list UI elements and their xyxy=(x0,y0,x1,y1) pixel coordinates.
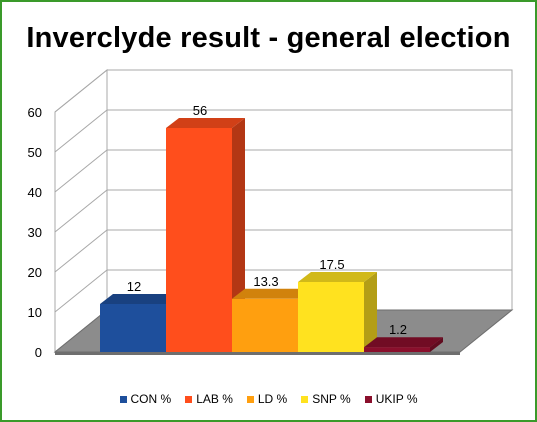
bar-top xyxy=(364,337,443,348)
y-tick-label: 0 xyxy=(35,345,42,360)
legend-label: LAB % xyxy=(196,392,233,406)
gridline xyxy=(54,229,512,273)
bar-front xyxy=(166,128,232,352)
bar-top xyxy=(232,288,311,299)
gridline xyxy=(54,269,512,313)
bar-top xyxy=(166,118,245,128)
gridline xyxy=(54,109,512,153)
bar-front xyxy=(100,304,166,352)
gridline xyxy=(54,189,512,233)
bar-front xyxy=(364,347,430,352)
y-tick-label: 60 xyxy=(28,105,42,120)
legend-item: LD % xyxy=(246,392,288,406)
bar xyxy=(166,118,245,352)
y-axis-ticks: 0 10 20 30 40 50 60 xyxy=(28,105,42,360)
bar-top xyxy=(298,272,377,282)
legend-swatch xyxy=(301,395,309,403)
gridline xyxy=(54,69,512,113)
data-label: 13.3 xyxy=(253,274,278,289)
y-tick-label: 30 xyxy=(28,225,42,240)
gridline xyxy=(54,149,512,193)
legend-label: LD % xyxy=(257,392,288,406)
legend-label: SNP % xyxy=(312,392,351,406)
legend-item: CON % xyxy=(119,392,172,406)
data-label: 1.2 xyxy=(389,322,407,337)
legend-item: UKIP % xyxy=(364,392,418,406)
data-label: 17.5 xyxy=(319,257,344,272)
legend-item: LAB % xyxy=(185,392,233,406)
bar-side xyxy=(364,272,377,352)
y-tick-label: 50 xyxy=(28,145,42,160)
bar xyxy=(298,272,377,352)
legend-label: UKIP % xyxy=(375,392,418,406)
data-labels: 12 56 13.3 17.5 1.2 xyxy=(127,103,407,337)
data-label: 12 xyxy=(127,279,141,294)
bar xyxy=(364,337,443,352)
bar-front xyxy=(232,298,298,352)
legend-swatch xyxy=(364,395,372,403)
y-tick-label: 10 xyxy=(28,305,42,320)
legend: CON % LAB % LD % SNP % UKIP % xyxy=(0,392,537,406)
legend-label: CON % xyxy=(130,392,172,406)
bar-front xyxy=(298,282,364,352)
legend-swatch xyxy=(246,395,254,403)
y-tick-label: 20 xyxy=(28,265,42,280)
legend-swatch xyxy=(119,395,127,403)
data-label: 56 xyxy=(193,103,207,118)
y-tick-label: 40 xyxy=(28,185,42,200)
bars xyxy=(100,118,443,352)
floor-edge xyxy=(55,352,460,355)
legend-item: SNP % xyxy=(301,392,351,406)
bar-top xyxy=(100,294,179,304)
legend-swatch xyxy=(185,395,193,403)
bar-side xyxy=(430,337,443,352)
chart-title: Inverclyde result - general election xyxy=(26,22,511,54)
